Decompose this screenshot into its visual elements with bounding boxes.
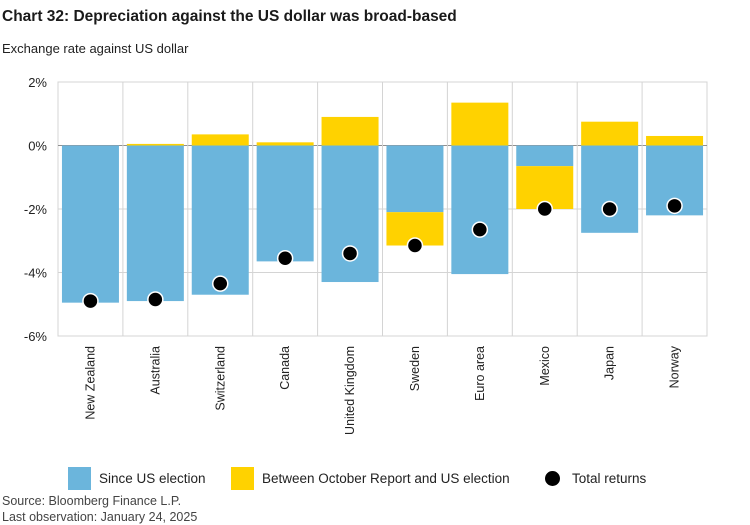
legend-label-total: Total returns bbox=[572, 471, 647, 486]
chart-title: Chart 32: Depreciation against the US do… bbox=[2, 8, 457, 25]
x-tick-label: Norway bbox=[668, 345, 682, 388]
x-tick-label: Australia bbox=[148, 346, 162, 395]
x-tick-label: Mexico bbox=[538, 346, 552, 386]
bar-since-5 bbox=[386, 145, 444, 213]
total-dot-2 bbox=[212, 275, 229, 292]
x-tick-label: Euro area bbox=[473, 346, 487, 401]
source-line: Source: Bloomberg Finance L.P. bbox=[2, 494, 182, 508]
bar-since-8 bbox=[581, 145, 639, 233]
legend-item-total: Total returns bbox=[545, 471, 646, 486]
last-observation: Last observation: January 24, 2025 bbox=[2, 510, 198, 524]
total-dot-9 bbox=[666, 197, 683, 215]
bar-between-9 bbox=[646, 135, 704, 146]
bar-between-1 bbox=[126, 143, 184, 146]
total-dot-7 bbox=[536, 200, 553, 218]
x-tick-label: Switzerland bbox=[213, 346, 227, 411]
legend-dot-total bbox=[545, 471, 560, 486]
bar-chart: 2% 0% -2% -4% -6% New Zealand Australia Switzer… bbox=[24, 75, 708, 435]
total-dot-3 bbox=[276, 249, 294, 267]
bar-since-1 bbox=[126, 145, 184, 302]
total-dot-8 bbox=[601, 200, 618, 218]
bar-between-4 bbox=[321, 116, 379, 146]
bar-since-7 bbox=[516, 145, 574, 167]
legend-label-since: Since US election bbox=[99, 471, 206, 486]
x-tick-label: Canada bbox=[278, 346, 292, 390]
chart-subtitle: Exchange rate against US dollar bbox=[2, 41, 189, 56]
total-dot-1 bbox=[147, 291, 164, 308]
y-tick-label: -4% bbox=[24, 266, 48, 281]
legend-item-since: Since US election bbox=[68, 467, 206, 490]
total-dot-5 bbox=[406, 237, 424, 254]
bar-since-6 bbox=[451, 145, 509, 275]
bar-since-2 bbox=[191, 145, 249, 295]
bar-since-0 bbox=[61, 145, 119, 303]
y-tick-label: -6% bbox=[24, 329, 48, 344]
bar-between-2 bbox=[191, 134, 249, 146]
legend-item-between: Between October Report and US election bbox=[231, 467, 510, 490]
total-dot-6 bbox=[471, 221, 489, 238]
y-tick-label: 2% bbox=[28, 75, 47, 90]
bar-between-6 bbox=[451, 102, 509, 146]
x-tick-label: United Kingdom bbox=[343, 346, 357, 435]
legend-swatch-between bbox=[231, 467, 254, 490]
total-dot-0 bbox=[82, 292, 99, 310]
bar-between-8 bbox=[581, 121, 639, 146]
x-tick-label: New Zealand bbox=[83, 346, 97, 420]
y-tick-label: -2% bbox=[24, 202, 48, 217]
legend-swatch-since bbox=[68, 467, 91, 490]
x-tick-label: Sweden bbox=[408, 346, 422, 391]
y-tick-label: 0% bbox=[28, 139, 47, 154]
total-dot-4 bbox=[341, 245, 359, 262]
bar-since-3 bbox=[256, 145, 314, 262]
source-note: Source: Bloomberg Finance L.P. Last obse… bbox=[2, 493, 197, 525]
bar-between-3 bbox=[256, 142, 314, 146]
x-tick-label: Japan bbox=[603, 346, 617, 380]
legend-label-between: Between October Report and US election bbox=[262, 471, 510, 486]
